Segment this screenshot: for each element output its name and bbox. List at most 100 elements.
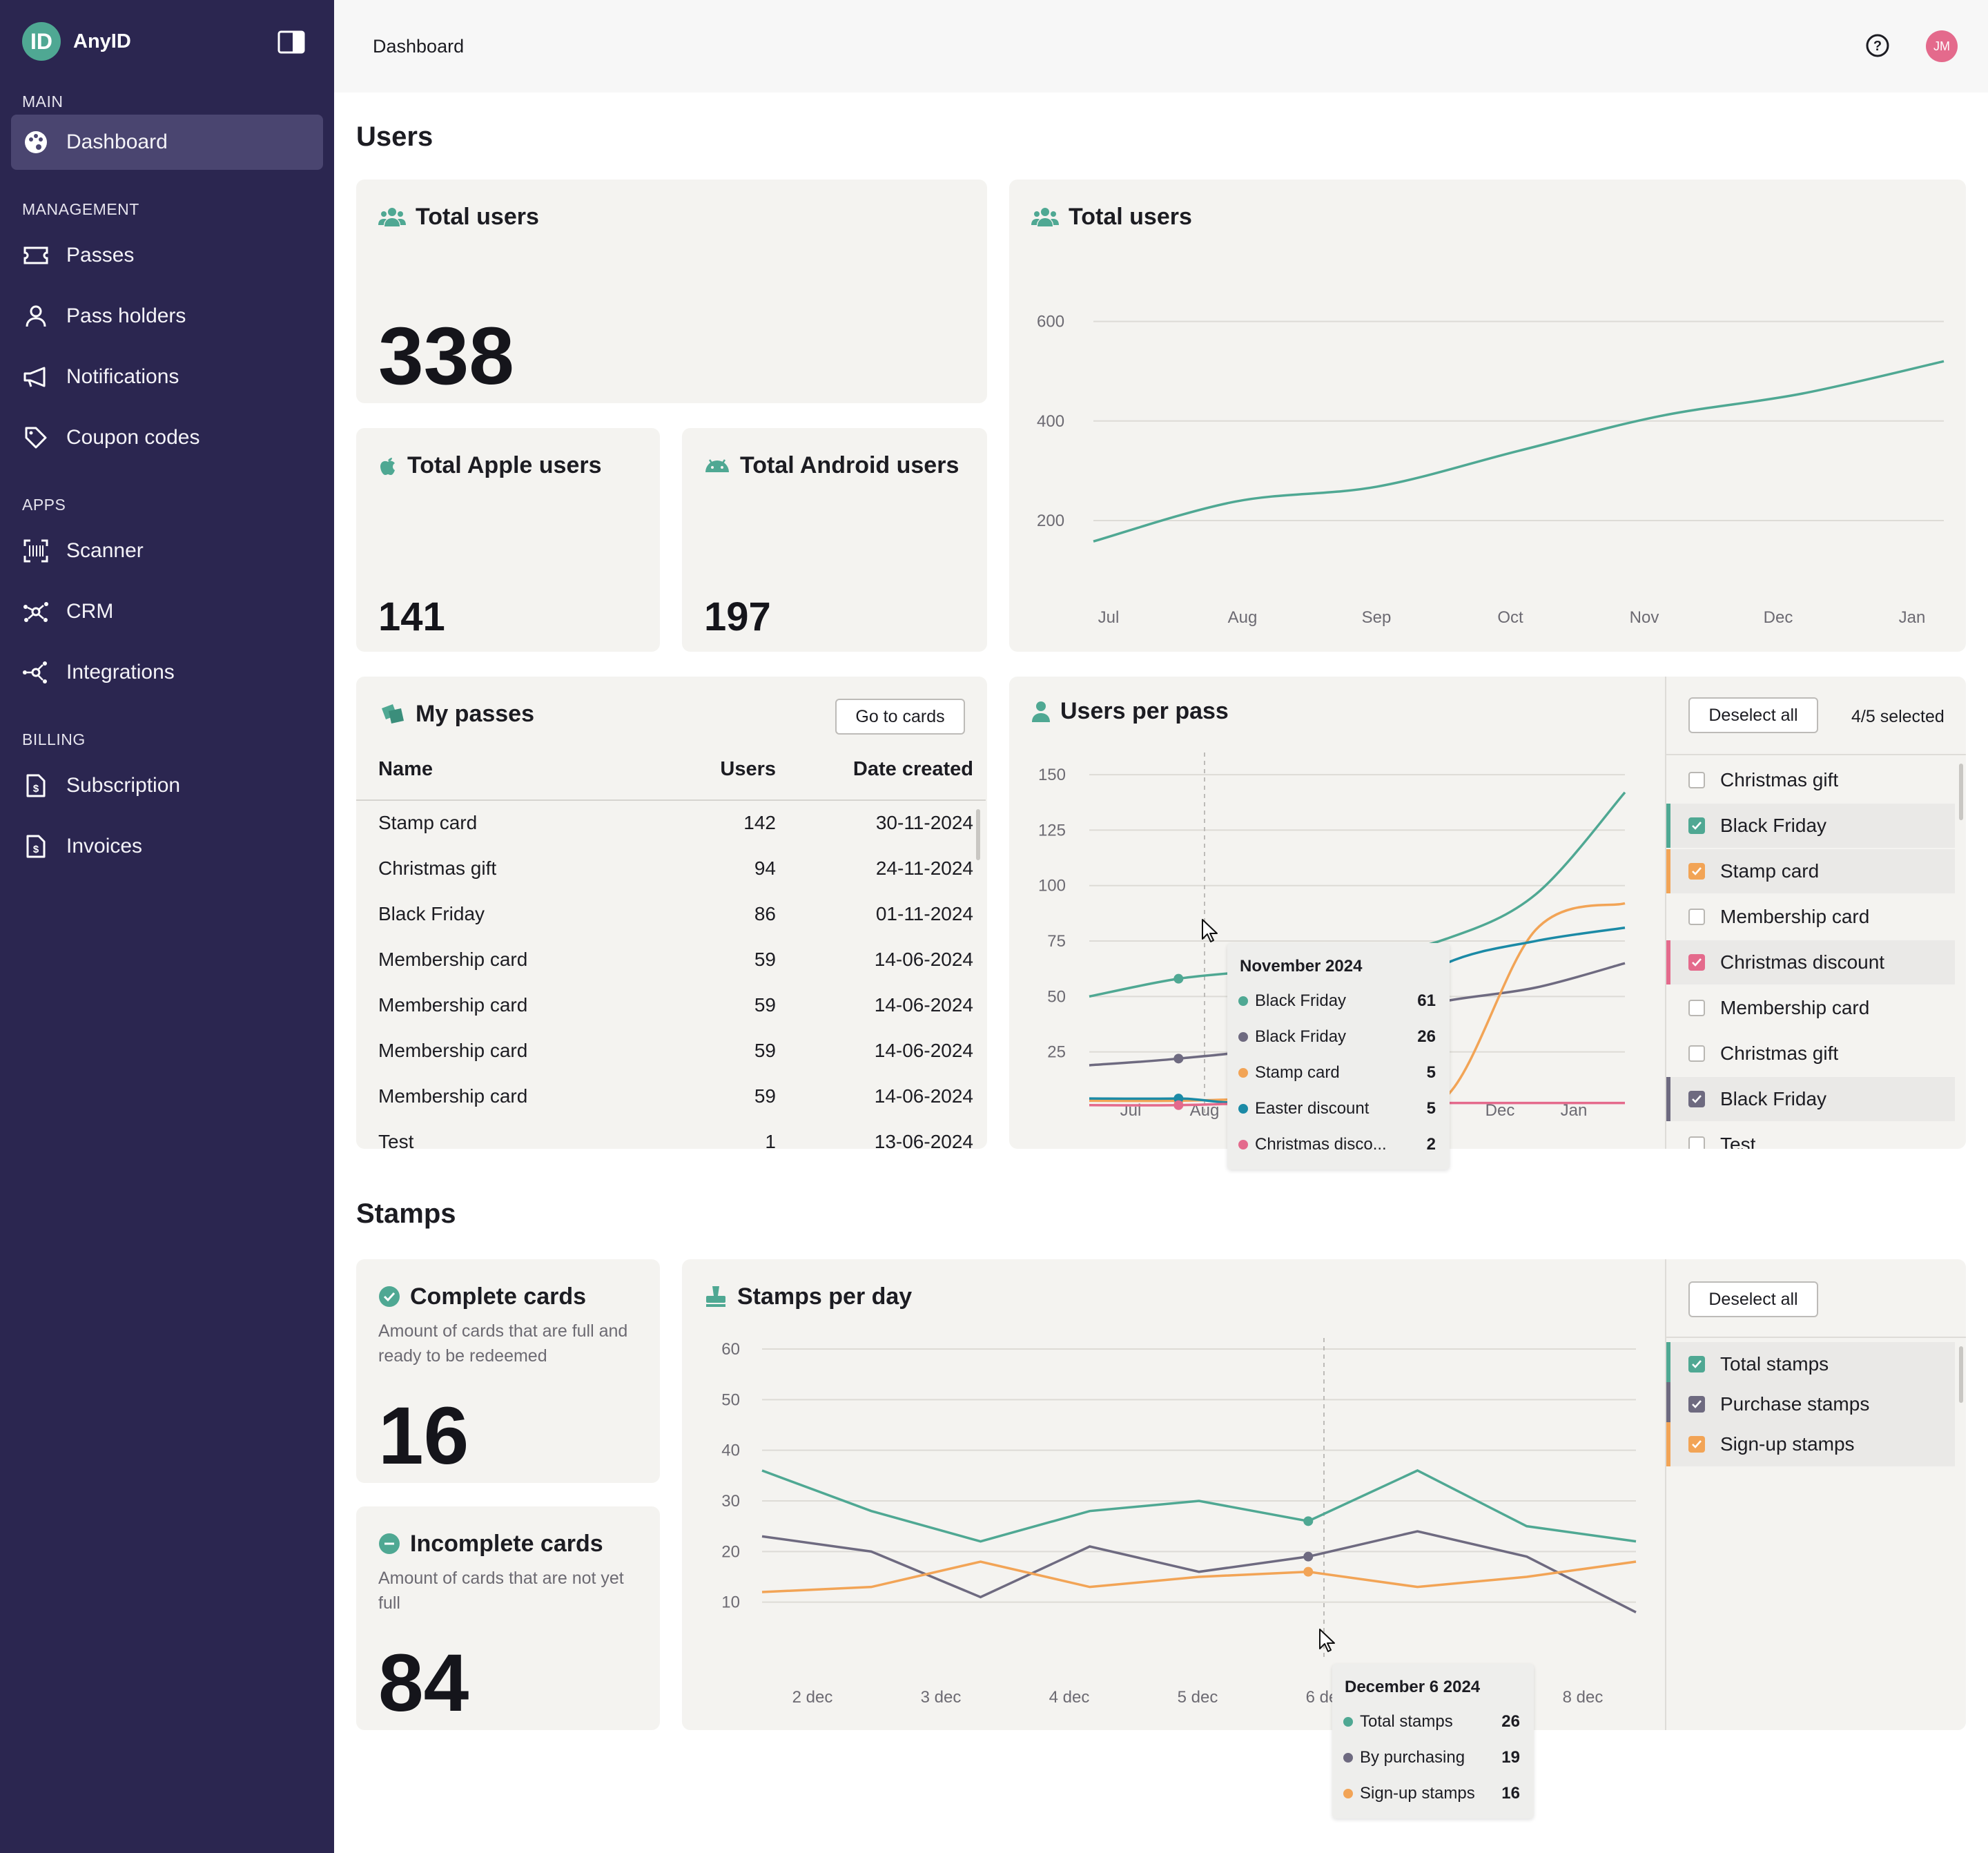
series-dot: [1238, 996, 1248, 1006]
sidebar-item-scanner[interactable]: Scanner: [11, 523, 323, 579]
tooltip-label: Easter discount: [1255, 1099, 1370, 1118]
series-line[interactable]: [761, 1530, 1637, 1613]
series-line[interactable]: [761, 1469, 1637, 1543]
series-line[interactable]: [1093, 360, 1945, 543]
sidebar-item-integrations[interactable]: Integrations: [11, 645, 323, 700]
legend-checkbox[interactable]: [1688, 1000, 1705, 1016]
table-row[interactable]: Membership card 59 14-06-2024: [378, 1040, 973, 1085]
table-row[interactable]: Membership card 59 14-06-2024: [378, 994, 973, 1040]
legend-item[interactable]: Stamp card: [1666, 849, 1955, 893]
column-header-users[interactable]: Users: [720, 758, 776, 780]
total-users-value: 338: [378, 311, 514, 402]
help-icon: ?: [1866, 34, 1889, 57]
legend-checkbox[interactable]: [1688, 1091, 1705, 1107]
avatar[interactable]: JM: [1926, 30, 1958, 62]
series-line[interactable]: [761, 1560, 1637, 1593]
sidebar-item-notifications[interactable]: Notifications: [11, 349, 323, 405]
sidebar-item-label: Coupon codes: [66, 426, 200, 449]
legend-item[interactable]: Membership card: [1666, 895, 1955, 939]
apple-users-card: Total Apple users 141: [356, 428, 660, 652]
card-title: Users per pass: [1031, 697, 1229, 725]
selection-count: 4/5 selected: [1851, 707, 1945, 726]
tag-icon: [22, 424, 50, 452]
cell-name: Christmas gift: [378, 857, 497, 879]
sidebar-item-invoices[interactable]: $ Invoices: [11, 819, 323, 874]
collapse-sidebar-button[interactable]: [277, 30, 305, 54]
deselect-all-button[interactable]: Deselect all: [1688, 1281, 1818, 1317]
x-tick-label: Nov: [1630, 608, 1659, 627]
go-to-cards-button[interactable]: Go to cards: [835, 699, 965, 735]
legend-checkbox[interactable]: [1688, 954, 1705, 971]
card-title-text: Stamps per day: [737, 1283, 913, 1310]
legend-scrollbar[interactable]: [1959, 764, 1963, 820]
sidebar-item-pass-holders[interactable]: Pass holders: [11, 289, 323, 344]
tooltip-label: Total stamps: [1360, 1712, 1453, 1731]
brand[interactable]: ID AnyID: [22, 22, 131, 61]
table-scrollbar[interactable]: [976, 809, 980, 860]
sidebar-item-label: Dashboard: [66, 130, 168, 153]
hover-point: [1173, 973, 1184, 984]
palette-icon: [22, 128, 50, 156]
sidebar-item-crm[interactable]: CRM: [11, 584, 323, 639]
top-bar: Dashboard ? JM: [334, 0, 1988, 93]
table-row[interactable]: Christmas gift 94 24-11-2024: [378, 857, 973, 903]
legend-item[interactable]: Total stamps: [1666, 1342, 1955, 1386]
cell-date: 14-06-2024: [874, 1085, 973, 1107]
card-title-text: Total users: [416, 203, 539, 230]
legend-checkbox[interactable]: [1688, 1356, 1705, 1372]
y-tick-label: 25: [1047, 1043, 1066, 1062]
legend-checkbox[interactable]: [1688, 772, 1705, 788]
legend-checkbox[interactable]: [1688, 1136, 1705, 1149]
x-tick-label: Jul: [1120, 1101, 1142, 1120]
legend-checkbox[interactable]: [1688, 817, 1705, 834]
legend-checkbox[interactable]: [1688, 1436, 1705, 1453]
section-title-billing: BILLING: [22, 730, 86, 748]
legend-item[interactable]: Purchase stamps: [1666, 1382, 1955, 1426]
sidebar-item-dashboard[interactable]: Dashboard: [11, 115, 323, 170]
legend-item[interactable]: Christmas gift: [1666, 1031, 1955, 1076]
cell-name: Membership card: [378, 994, 528, 1016]
tooltip-row: Total stamps: [1343, 1712, 1453, 1731]
table-row[interactable]: Membership card 59 14-06-2024: [378, 1085, 973, 1131]
table-header: Name Users Date created: [378, 758, 973, 799]
cell-date: 30-11-2024: [875, 812, 973, 833]
legend-item[interactable]: Membership card: [1666, 986, 1955, 1030]
card-title-text: Total users: [1069, 203, 1192, 230]
table-row[interactable]: Test 1 13-06-2024: [378, 1131, 973, 1149]
tooltip-value: 16: [1501, 1784, 1520, 1803]
legend-checkbox[interactable]: [1688, 863, 1705, 880]
legend-item[interactable]: Test: [1666, 1123, 1955, 1149]
help-button[interactable]: ?: [1865, 33, 1890, 58]
legend-item[interactable]: Sign-up stamps: [1666, 1422, 1955, 1466]
legend-item[interactable]: Christmas discount: [1666, 940, 1955, 984]
y-tick-label: 20: [721, 1542, 740, 1561]
table-row[interactable]: Membership card 59 14-06-2024: [378, 949, 973, 994]
sidebar-item-subscription[interactable]: $ Subscription: [11, 758, 323, 813]
legend-item[interactable]: Christmas gift: [1666, 758, 1955, 802]
legend-item[interactable]: Black Friday: [1666, 1077, 1955, 1121]
tooltip-row: Black Friday: [1238, 991, 1346, 1011]
legend-scrollbar[interactable]: [1959, 1346, 1963, 1403]
deselect-all-button[interactable]: Deselect all: [1688, 697, 1818, 733]
cell-users: 59: [754, 949, 776, 970]
table-row[interactable]: Stamp card 142 30-11-2024: [378, 812, 973, 857]
sidebar-item-label: Scanner: [66, 539, 144, 562]
tooltip-label: Black Friday: [1255, 991, 1347, 1010]
sidebar-item-label: Notifications: [66, 365, 179, 388]
column-header-date[interactable]: Date created: [852, 758, 973, 780]
sidebar-item-passes[interactable]: Passes: [11, 228, 323, 283]
tooltip-row: Stamp card: [1238, 1063, 1340, 1083]
legend-checkbox[interactable]: [1688, 1045, 1705, 1062]
cell-name: Membership card: [378, 1040, 528, 1061]
cell-users: 59: [754, 1040, 776, 1061]
sidebar-item-coupon-codes[interactable]: Coupon codes: [11, 410, 323, 465]
table-header-divider: [356, 799, 986, 801]
total-users-line-chart: 200 400 600 Jul Aug Sep Oct Nov Dec Jan: [1037, 313, 1945, 627]
legend-checkbox[interactable]: [1688, 909, 1705, 925]
column-header-name[interactable]: Name: [378, 758, 433, 780]
table-row[interactable]: Black Friday 86 01-11-2024: [378, 903, 973, 949]
x-tick-label: Oct: [1497, 608, 1523, 627]
series-dot: [1343, 1789, 1353, 1798]
legend-checkbox[interactable]: [1688, 1396, 1705, 1413]
legend-item[interactable]: Black Friday: [1666, 804, 1955, 848]
